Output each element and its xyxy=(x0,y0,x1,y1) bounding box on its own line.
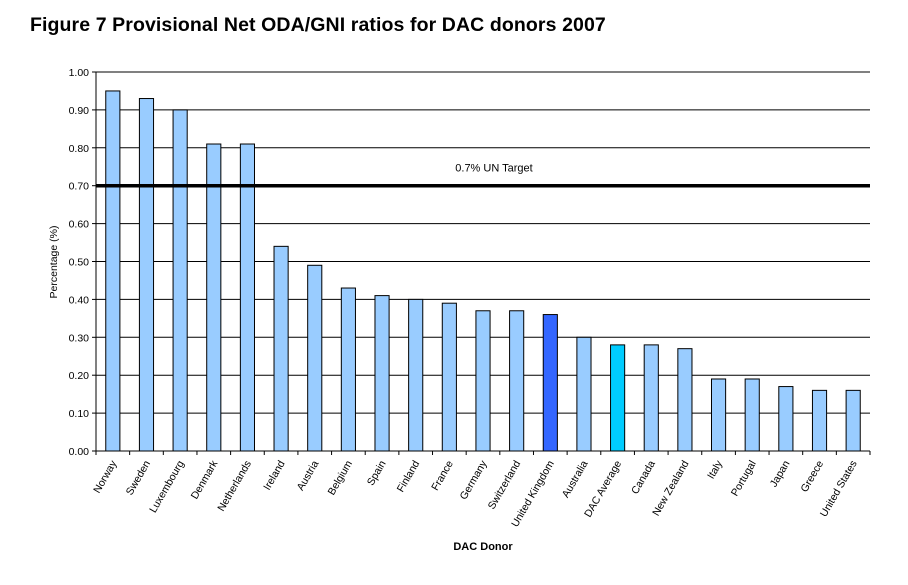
y-tick-label: 0.20 xyxy=(69,370,90,382)
x-category-label: Japan xyxy=(768,458,793,489)
x-axis-title: DAC Donor xyxy=(453,541,513,553)
bar-germany xyxy=(475,310,491,452)
figure-title: Figure 7 Provisional Net ODA/GNI ratios … xyxy=(30,14,606,36)
bar-japan xyxy=(778,386,794,452)
bar-switzerland xyxy=(509,310,525,452)
x-category-label: Portugal xyxy=(729,459,759,499)
x-category-label: Australia xyxy=(560,458,591,500)
x-category-label: Sweden xyxy=(124,458,153,497)
y-tick-label: 0.00 xyxy=(69,446,90,458)
y-tick-label: 0.60 xyxy=(69,219,90,231)
x-category-label: Switzerland xyxy=(486,458,524,511)
bar-australia xyxy=(576,336,592,452)
bar-italy xyxy=(710,378,727,452)
x-category-label: Ireland xyxy=(261,458,288,492)
reference-line-group: 0.7% UN Target xyxy=(96,163,870,188)
y-tick-label: 0.90 xyxy=(69,105,90,117)
x-category-label: Netherlands xyxy=(215,459,254,514)
bar-denmark xyxy=(206,143,222,452)
bar-france xyxy=(441,302,457,452)
x-category-label: Finland xyxy=(395,458,423,494)
y-tick-label: 0.30 xyxy=(69,332,90,344)
bars xyxy=(105,90,861,452)
y-tick-label: 0.40 xyxy=(69,294,90,306)
bar-spain xyxy=(374,295,390,452)
bar-norway xyxy=(105,90,121,452)
bar-new-zealand xyxy=(677,348,693,452)
x-category-label: Spain xyxy=(365,458,389,487)
bar-belgium xyxy=(340,287,356,452)
x-category-label: New Zealand xyxy=(650,458,691,518)
bar-finland xyxy=(408,298,424,452)
x-category-label: Denmark xyxy=(189,458,221,502)
bar-united-states xyxy=(845,389,861,452)
x-category-label: Luxembourg xyxy=(147,458,187,515)
x-category-label: Norway xyxy=(91,458,120,495)
x-category-label: Canada xyxy=(629,458,658,496)
x-category-label: France xyxy=(429,458,456,492)
y-tick-label: 0.70 xyxy=(69,181,90,193)
x-category-label: Greece xyxy=(799,458,827,494)
bar-ireland xyxy=(273,245,289,452)
bar-canada xyxy=(643,344,659,452)
y-axis-title: Percentage (%) xyxy=(48,226,60,299)
bar-netherlands xyxy=(239,143,256,452)
bar-greece xyxy=(811,389,828,452)
y-tick-labels: 0.00 0.10 0.20 0.30 0.40 0.50 0.60 0.70 0.80 0.90… xyxy=(69,67,90,458)
x-category-label: Austria xyxy=(295,458,322,492)
y-tick-label: 1.00 xyxy=(69,67,90,79)
bar-dac-average xyxy=(610,344,626,452)
bar-portugal xyxy=(744,378,760,452)
x-category-label: Italy xyxy=(705,458,725,481)
x-category-label: Germany xyxy=(458,458,490,502)
bar-sweden xyxy=(138,98,155,452)
y-tick-label: 0.50 xyxy=(69,257,90,269)
axes xyxy=(92,71,871,455)
reference-line-label: 0.7% UN Target xyxy=(455,163,532,175)
bar-austria xyxy=(307,264,323,452)
y-tick-label: 0.80 xyxy=(69,143,90,155)
x-category-label: Belgium xyxy=(326,458,355,497)
bar-united-kingdom xyxy=(542,314,558,452)
bar-luxembourg xyxy=(172,109,188,452)
y-tick-label: 0.10 xyxy=(69,408,90,420)
